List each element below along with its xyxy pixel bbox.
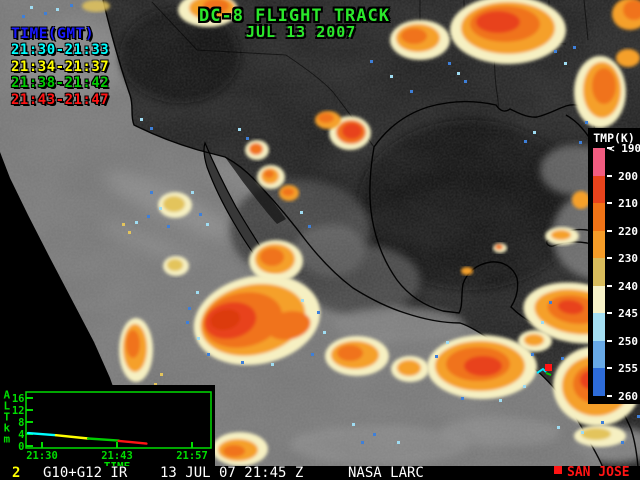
temp-tick-dash [607, 312, 612, 315]
temp-tick-dash [607, 367, 612, 370]
alt-y-axis-label-char: k [4, 422, 11, 435]
temp-tick-dash [607, 147, 612, 149]
alt-x-tick-label: 21:43 [101, 450, 133, 462]
temp-scale-segment [593, 340, 605, 369]
temp-scale-segment [593, 148, 605, 176]
san-jose-legend-square [554, 466, 562, 474]
temp-tick-dash [607, 202, 612, 205]
temp-tick-dash [607, 229, 612, 232]
temp-tick-label: 255 [618, 362, 638, 376]
cold-cloud-blobs [82, 0, 640, 466]
temp-tick-dash [607, 339, 612, 342]
alt-y-axis-label-char: m [4, 433, 11, 446]
temp-tick-label: 230 [618, 252, 638, 266]
temp-tick-label: 240 [618, 279, 638, 293]
time-legend-label: TIME(GMT) [11, 26, 95, 42]
temp-tick-dash [607, 174, 612, 177]
flight-altitude-segment [117, 439, 148, 445]
alt-y-tick-label: 4 [18, 429, 24, 441]
satellite-source: G10+G12 IR [43, 465, 128, 480]
temp-color-bar [593, 148, 605, 396]
alt-y-axis-label-char: L [4, 400, 11, 413]
gulf-of-california [225, 157, 286, 224]
temp-tick-dash [607, 257, 612, 260]
temperature-scale: TMP(K) < 190 200 210 220 230 240 245 250 255 260 [588, 128, 640, 404]
temp-scale-segment [593, 313, 605, 341]
temp-tick-dash [607, 395, 612, 397]
temp-scale-segment [593, 175, 605, 204]
temp-tick-label: 260 [618, 390, 638, 403]
temp-scale-segment [593, 285, 605, 314]
time-legend-entry: 21:34-21:37 [11, 58, 110, 75]
flight-altitude-segment [86, 437, 120, 442]
altitude-chart-plot-box [25, 391, 212, 449]
alt-x-tick-label: 21:30 [26, 450, 58, 462]
temp-tick-dash [607, 284, 612, 287]
alt-y-tick-label: 16 [12, 393, 25, 405]
temp-scale-segment [593, 258, 605, 286]
flight-altitude-segment [26, 431, 58, 437]
flight-altitude-segment [54, 434, 90, 440]
temp-scale-segment [593, 203, 605, 231]
temp-scale-segment [593, 368, 605, 396]
alt-y-axis-label-char: A [4, 389, 11, 402]
temp-tick-label: 200 [618, 169, 638, 183]
temp-tick-label: 210 [618, 197, 638, 211]
temp-tick-label: 220 [618, 224, 638, 238]
time-legend-entry: 21:30-21:33 [11, 42, 110, 58]
alt-x-tick-label: 21:57 [176, 450, 208, 462]
san-jose-marker [545, 364, 552, 371]
status-bar: 2 G10+G12 IR 13 JUL 07 21:45 Z NASA LARC… [0, 466, 640, 480]
frame-number: 2 [12, 465, 21, 480]
temp-tick-label: 245 [618, 307, 638, 321]
image-datetime: 13 JUL 07 21:45 Z [160, 465, 304, 480]
satellite-image [0, 0, 640, 468]
alt-y-tick-label: 12 [12, 405, 25, 417]
temp-scale-title: TMP(K) [593, 131, 635, 145]
alt-y-tick-label: 8 [18, 417, 24, 429]
temp-tick-label: < 190 [608, 142, 640, 155]
alt-y-tick-label: 0 [18, 441, 24, 453]
time-legend-entry: 21:38-21:42 [11, 75, 110, 91]
san-jose-legend-label: SAN JOSE [567, 465, 630, 480]
time-legend-entry: 21:43-21:47 [11, 91, 110, 108]
temp-tick-label: 250 [618, 334, 638, 348]
organization: NASA LARC [348, 465, 424, 480]
time-legend-entries: 21:30-21:33 21:34-21:37 21:38-21:42 21:43-2… [11, 42, 109, 108]
page-title: DC-8 FLIGHT TRACK [199, 6, 390, 26]
temp-scale-segment [593, 230, 605, 259]
flight-date: JUL 13 2007 [246, 23, 357, 41]
time-legend: TIME(GMT) 21:30-21:33 21:34-21:37 21:38-21… [11, 26, 109, 108]
cold-pixel-speckles [22, 4, 640, 444]
alt-y-axis-label-char: T [4, 411, 11, 424]
